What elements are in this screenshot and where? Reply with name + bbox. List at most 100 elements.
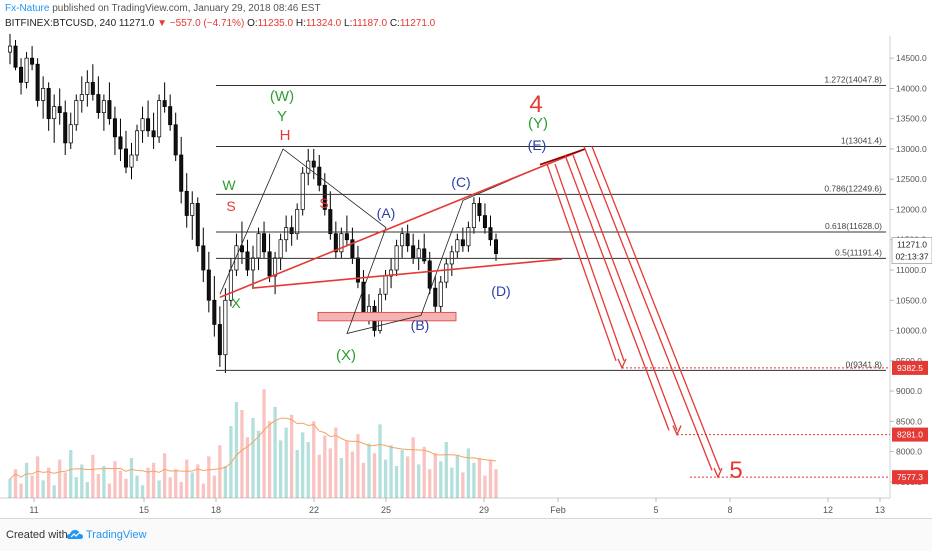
volume-bar xyxy=(185,459,189,498)
price-tick-label: 12500.0 xyxy=(896,174,927,184)
price-tick-label: 10000.0 xyxy=(896,326,927,336)
price-chart[interactable]: 14500.0 14000.0 13500.0 13000.0 12500.0 12000… xyxy=(0,0,932,518)
volume-bar xyxy=(41,480,45,498)
candle-body xyxy=(405,233,410,247)
price-tick-label: 11000.0 xyxy=(896,265,926,275)
volume-bar xyxy=(13,469,18,498)
volume-bar xyxy=(85,482,89,498)
wave-label: W xyxy=(222,177,236,193)
volume-bar xyxy=(35,456,40,498)
wave-zigzag xyxy=(219,148,541,335)
symbol-ohlc-line: BITFINEX:BTCUSD, 240 11271.0 ▼ −557.0 (−… xyxy=(5,18,435,29)
price-tick-label: 9500.0 xyxy=(896,356,922,366)
created-with-text: Created with xyxy=(6,529,68,541)
target-price-tag xyxy=(892,470,928,485)
high-label: H: xyxy=(295,18,306,29)
candle-body xyxy=(482,215,487,228)
candle-body xyxy=(223,299,228,356)
volume-bar xyxy=(428,469,432,498)
volume-bar xyxy=(483,475,487,498)
volume-bar xyxy=(80,464,84,498)
candle-body xyxy=(212,299,217,325)
close-label: C: xyxy=(389,18,400,29)
high-value: 11324.0 xyxy=(305,18,342,29)
price-tick-label: 9000.0 xyxy=(896,386,922,396)
candle-body xyxy=(322,184,327,210)
candle-body xyxy=(273,257,278,277)
projection-arrow-3 xyxy=(583,146,713,471)
volume-bar xyxy=(472,462,476,498)
volume-bar xyxy=(118,470,123,498)
candle-body xyxy=(63,112,68,144)
candle-body xyxy=(19,66,24,83)
candle-body xyxy=(477,203,482,216)
volume-bar xyxy=(278,440,283,498)
wave-label: H xyxy=(280,127,291,144)
candle-body xyxy=(422,248,427,262)
fib-level-label: 0.5(11191.4) xyxy=(835,247,882,257)
price-tick-label: 14000.0 xyxy=(896,83,927,93)
candle-body xyxy=(35,63,40,101)
volume-bar xyxy=(207,456,211,498)
candle-body xyxy=(90,82,95,95)
symbol-label[interactable]: BITFINEX:BTCUSD, 240 xyxy=(5,18,117,29)
volume-bar xyxy=(323,435,327,498)
volume-bar xyxy=(389,445,393,498)
candle-body xyxy=(79,94,84,101)
volume-bar xyxy=(417,464,421,498)
candle-body xyxy=(466,227,471,247)
candle-body xyxy=(333,233,338,253)
volume-bar xyxy=(19,483,23,498)
candle-body xyxy=(311,160,316,168)
candle-body xyxy=(162,100,167,107)
candle-body xyxy=(112,118,117,138)
volume-bar xyxy=(223,466,228,498)
volume-bar xyxy=(356,434,360,498)
volume-bar xyxy=(174,469,178,498)
time-tick-label: 18 xyxy=(211,505,221,515)
fib-level-label: 1.272(14047.8) xyxy=(824,75,882,85)
volume-bar xyxy=(251,418,255,498)
candle-body xyxy=(300,172,305,210)
current-price-label: 11271.0 xyxy=(897,240,927,250)
time-tick-label: 8 xyxy=(727,505,732,515)
candle-body xyxy=(427,260,432,289)
volume-bar xyxy=(63,472,67,498)
volume-bar xyxy=(96,474,101,498)
candle-body xyxy=(389,269,394,277)
time-tick-label: Feb xyxy=(550,505,566,515)
target-price-tag xyxy=(892,427,928,442)
last-price: 11271.0 xyxy=(118,18,155,29)
volume-bar xyxy=(295,450,299,498)
candle-body xyxy=(355,257,360,283)
published-text: published on TradingView.com, January 29… xyxy=(52,3,321,14)
volume-bar xyxy=(113,461,117,498)
time-tick-label: 25 xyxy=(381,505,391,515)
candle-body xyxy=(96,94,101,113)
volume-bar xyxy=(30,475,34,498)
volume-bar xyxy=(157,480,161,498)
target-price-label: 7577.3 xyxy=(897,472,923,482)
volume-bar xyxy=(345,440,349,498)
open-label: O: xyxy=(247,18,258,29)
volume-bar xyxy=(267,421,272,498)
candle-body xyxy=(444,263,449,283)
candle-body xyxy=(383,275,388,295)
volume-bar xyxy=(444,442,448,498)
volume-bar xyxy=(361,462,366,498)
tradingview-cloud-icon[interactable] xyxy=(66,528,84,542)
volume-bar xyxy=(47,467,51,498)
volume-ma-line xyxy=(9,417,497,480)
author-name[interactable]: Fx-Nature xyxy=(5,3,50,14)
fib-level-label: 1(13041.4) xyxy=(841,135,882,145)
wave-label: (E) xyxy=(528,137,547,153)
volume-bar xyxy=(129,458,134,498)
candle-body xyxy=(350,239,355,259)
volume-bar xyxy=(24,462,29,498)
candle-body xyxy=(101,100,106,113)
volume-bar xyxy=(400,450,404,498)
price-tick-label: 12000.0 xyxy=(896,204,927,214)
fib-level-label: 0(9341.8) xyxy=(846,359,883,369)
volume-bar xyxy=(135,475,139,498)
tradingview-brand[interactable]: TradingView xyxy=(86,529,147,541)
